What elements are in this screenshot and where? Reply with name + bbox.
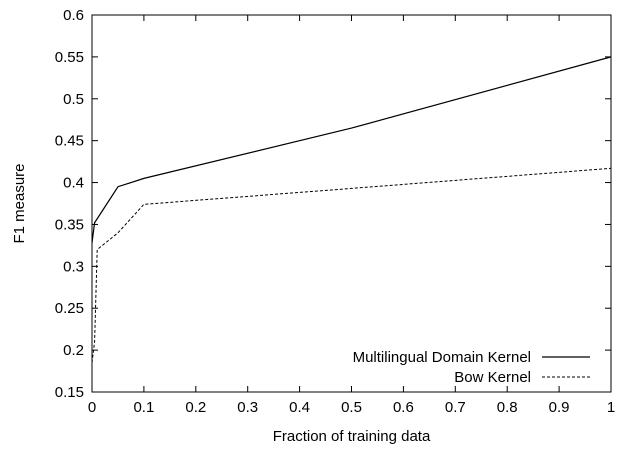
series-line-multilingual-domain-kernel — [91, 56, 612, 243]
y-tick-label: 0.5 — [63, 91, 84, 108]
x-tick-label: 0.9 — [549, 399, 570, 416]
y-tick-label: 0.55 — [55, 49, 84, 66]
x-tick-label: 0 — [88, 399, 96, 416]
x-tick-label: 0.6 — [393, 399, 414, 416]
y-tick-label: 0.25 — [55, 300, 84, 317]
x-tick-label: 0.1 — [133, 399, 154, 416]
plot-frame — [91, 14, 612, 393]
x-tick-label: 0.4 — [289, 399, 310, 416]
y-tick-label: 0.4 — [63, 175, 84, 192]
x-tick-label: 0.2 — [185, 399, 206, 416]
x-tick-label: 0.7 — [445, 399, 466, 416]
y-tick-label: 0.45 — [55, 133, 84, 150]
series-lines — [91, 56, 612, 363]
series-line-bow-kernel — [91, 167, 612, 363]
y-tick-label: 0.3 — [63, 258, 84, 275]
legend: Multilingual Domain Kernel Bow Kernel — [353, 349, 590, 386]
y-tick-label: 0.2 — [63, 342, 84, 359]
x-axis-title: Fraction of training data — [273, 428, 431, 445]
y-tick-label: 0.15 — [55, 384, 84, 401]
legend-label: Multilingual Domain Kernel — [353, 349, 531, 366]
y-tick-label: 0.6 — [63, 7, 84, 24]
x-tick-label: 0.3 — [237, 399, 258, 416]
legend-label: Bow Kernel — [454, 369, 531, 386]
x-tick-label: 0.5 — [341, 399, 362, 416]
y-tick-label: 0.35 — [55, 216, 84, 233]
x-tick-label: 1 — [607, 399, 615, 416]
y-axis-title: F1 measure — [11, 163, 28, 243]
axis-ticks: 0 0.1 0.2 0.3 0.4 0.5 0.6 0.7 0.8 0.9 1 0.15 0.2 0.25… — [55, 7, 615, 416]
x-tick-label: 0.8 — [497, 399, 518, 416]
